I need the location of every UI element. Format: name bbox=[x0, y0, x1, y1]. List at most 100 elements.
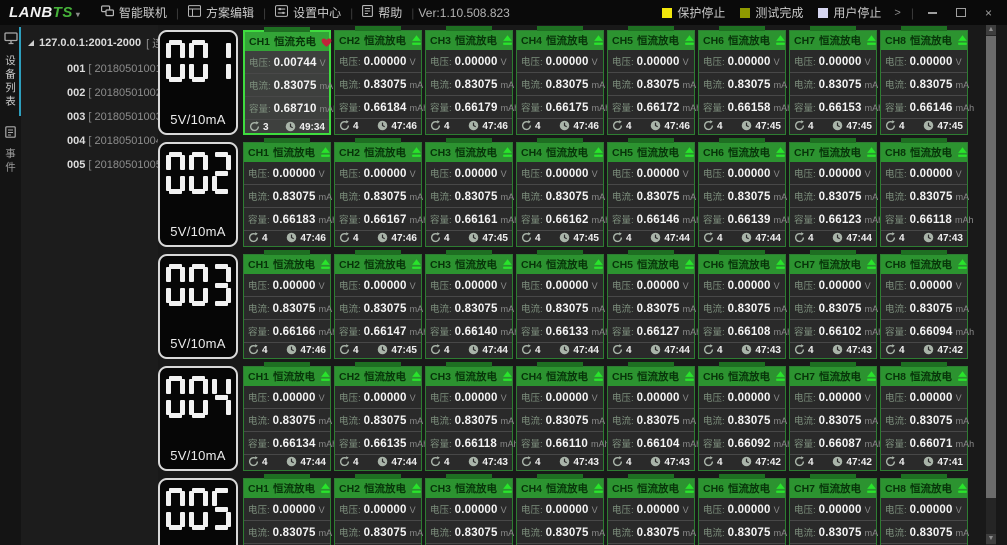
tree-device-node[interactable]: 004 [ 20180501004,v8.3 ] bbox=[21, 123, 158, 147]
menu-item[interactable]: 智能联机 bbox=[92, 4, 176, 21]
channel-card[interactable]: CH3 恒流放电 电压: 0.00000 V 电流: 0.83075 mA 容量… bbox=[425, 366, 519, 471]
voltage-row: 电压: 0.00000 V bbox=[881, 50, 967, 73]
loop-count-value: 4 bbox=[535, 233, 541, 244]
loop-count-icon bbox=[612, 455, 623, 470]
channel-name: CH8 bbox=[885, 482, 907, 495]
current-value: 0.83075 bbox=[545, 303, 589, 315]
device-panel[interactable]: 5V/10mA bbox=[158, 142, 238, 247]
channel-mode-label: 恒流放电 bbox=[910, 483, 953, 495]
device-panel[interactable]: 5V/10mA bbox=[158, 30, 238, 135]
channel-card[interactable]: CH7 恒流放电 电压: 0.00000 V 电流: 0.83075 mA 容量… bbox=[789, 142, 883, 247]
capacity-row: 容量: 0.66175 mAh bbox=[517, 96, 610, 119]
capacity-value: 0.68710 bbox=[273, 103, 317, 115]
channel-card[interactable]: CH6 恒流放电 电压: 0.00000 V 电流: 0.83075 mA 容量… bbox=[698, 30, 792, 135]
menu-item[interactable]: 方案编辑 bbox=[179, 4, 263, 21]
scroll-up-button[interactable]: ▲ bbox=[986, 25, 996, 35]
channel-card[interactable]: CH1 恒流放电 电压: 0.00000 V 电流: 0.83075 mA 容量… bbox=[243, 478, 332, 545]
voltage-unit: V bbox=[409, 57, 416, 67]
channel-card[interactable]: CH7 恒流放电 电压: 0.00000 V 电流: 0.83075 mA 容量… bbox=[789, 30, 883, 135]
channel-card[interactable]: CH4 恒流放电 电压: 0.00000 V 电流: 0.83075 mA 容量… bbox=[516, 478, 605, 545]
channel-card[interactable]: CH3 恒流放电 电压: 0.00000 V 电流: 0.83075 mA 容量… bbox=[425, 254, 519, 359]
voltage-row: 电压: 0.00000 V bbox=[517, 274, 603, 297]
channel-card-footer: 4 47:45 bbox=[517, 231, 603, 246]
channel-card[interactable]: CH3 恒流放电 电压: 0.00000 V 电流: 0.83075 mA 容量… bbox=[425, 142, 519, 247]
device-panel[interactable]: 5V/10mA bbox=[158, 254, 238, 359]
capacity-value: 0.66153 bbox=[818, 102, 862, 114]
channel-card[interactable]: CH7 恒流放电 电压: 0.00000 V 电流: 0.83075 mA 容量… bbox=[789, 254, 883, 359]
voltage-unit: V bbox=[682, 505, 689, 515]
tree-device-node[interactable]: 003 [ 20180501003,v8.3 ] bbox=[21, 99, 158, 123]
legend-expand-chevron[interactable]: > bbox=[894, 6, 901, 19]
channel-card[interactable]: CH8 恒流放电 电压: 0.00000 V 电流: 0.83075 mA 容量… bbox=[880, 142, 974, 247]
channel-card[interactable]: CH6 恒流放电 电压: 0.00000 V 电流: 0.83075 mA 容量… bbox=[698, 254, 792, 359]
close-button[interactable]: × bbox=[984, 5, 992, 20]
version-label: Ver:1.10.508.823 bbox=[418, 5, 510, 20]
channel-card[interactable]: CH7 恒流放电 电压: 0.00000 V 电流: 0.83075 mA 容量… bbox=[789, 366, 883, 471]
current-value: 0.83075 bbox=[363, 303, 407, 315]
channel-card[interactable]: CH1 恒流放电 电压: 0.00000 V 电流: 0.83075 mA 容量… bbox=[243, 142, 337, 247]
menu-item[interactable]: 设置中心 bbox=[266, 4, 350, 21]
voltage-row: 电压: 0.00000 V bbox=[426, 162, 512, 185]
settings-icon bbox=[275, 5, 289, 20]
current-value: 0.83075 bbox=[545, 79, 589, 91]
channel-card[interactable]: CH8 恒流放电 电压: 0.00000 V 电流: 0.83075 mA 容量… bbox=[880, 254, 974, 359]
channel-card[interactable]: CH2 恒流放电 电压: 0.00000 V 电流: 0.83075 mA 容量… bbox=[334, 30, 428, 135]
channel-card[interactable]: CH4 恒流放电 电压: 0.00000 V 电流: 0.83075 mA 容量… bbox=[516, 254, 610, 359]
scrollbar-thumb[interactable] bbox=[986, 36, 996, 498]
channel-card[interactable]: CH6 恒流放电 电压: 0.00000 V 电流: 0.83075 mA 容量… bbox=[698, 142, 792, 247]
scroll-down-button[interactable]: ▼ bbox=[986, 534, 996, 544]
channel-card[interactable]: CH8 恒流放电 电压: 0.00000 V 电流: 0.83075 mA 容量… bbox=[880, 478, 969, 545]
channel-card[interactable]: CH3 恒流放电 电压: 0.00000 V 电流: 0.83075 mA 容量… bbox=[425, 30, 519, 135]
capacity-unit: mAh bbox=[318, 439, 338, 449]
elapsed-time-value: 47:45 bbox=[755, 121, 781, 132]
minimize-button[interactable] bbox=[927, 11, 937, 14]
tree-device-node[interactable]: 002 [ 20180501002,v8.3 ] bbox=[21, 75, 158, 99]
current-label: 电流: bbox=[703, 416, 725, 427]
tree-root-node[interactable]: 127.0.0.1:2001-2000 [ 连接设 bbox=[21, 25, 158, 51]
app-logo[interactable]: LANB TS ▾ bbox=[9, 4, 80, 21]
voltage-row: 电压: 0.00000 V bbox=[517, 50, 603, 73]
menu-item[interactable]: 帮助 bbox=[353, 4, 411, 21]
channel-card[interactable]: CH5 恒流放电 电压: 0.00000 V 电流: 0.83075 mA 容量… bbox=[607, 254, 701, 359]
status-legend-item[interactable]: 保护停止 bbox=[662, 4, 725, 21]
channel-card[interactable]: CH5 恒流放电 电压: 0.00000 V 电流: 0.83075 mA 容量… bbox=[607, 478, 696, 545]
device-panel[interactable]: 5V/10mA bbox=[158, 478, 238, 545]
restore-button[interactable] bbox=[955, 8, 966, 17]
channel-card[interactable]: CH8 恒流放电 电压: 0.00000 V 电流: 0.83075 mA 容量… bbox=[880, 30, 974, 135]
side-tab[interactable]: 事件 bbox=[0, 118, 21, 184]
channel-card[interactable]: CH2 恒流放电 电压: 0.00000 V 电流: 0.83075 mA 容量… bbox=[334, 254, 428, 359]
status-legend-item[interactable]: 测试完成 bbox=[740, 4, 803, 21]
channel-card[interactable]: CH1 恒流放电 电压: 0.00000 V 电流: 0.83075 mA 容量… bbox=[243, 254, 337, 359]
channel-card[interactable]: CH4 恒流放电 电压: 0.00000 V 电流: 0.83075 mA 容量… bbox=[516, 30, 610, 135]
side-tab[interactable]: 设备列表 bbox=[0, 25, 21, 118]
channel-card[interactable]: CH5 恒流放电 电压: 0.00000 V 电流: 0.83075 mA 容量… bbox=[607, 366, 701, 471]
vertical-scrollbar[interactable]: ▲ ▼ bbox=[986, 25, 996, 545]
channel-card[interactable]: CH2 恒流放电 电压: 0.00000 V 电流: 0.83075 mA 容量… bbox=[334, 142, 428, 247]
voltage-unit: V bbox=[591, 505, 598, 515]
loop-count-icon bbox=[885, 119, 896, 134]
channel-card[interactable]: CH2 恒流放电 电压: 0.00000 V 电流: 0.83075 mA 容量… bbox=[334, 478, 423, 545]
channel-card[interactable]: CH1 恒流放电 电压: 0.00000 V 电流: 0.83075 mA 容量… bbox=[243, 366, 337, 471]
channel-card[interactable]: CH2 恒流放电 电压: 0.00000 V 电流: 0.83075 mA 容量… bbox=[334, 366, 428, 471]
status-legend-item[interactable]: 用户停止 bbox=[818, 4, 881, 21]
channel-card[interactable]: CH5 恒流放电 电压: 0.00000 V 电流: 0.83075 mA 容量… bbox=[607, 30, 701, 135]
voltage-value: 0.00000 bbox=[363, 56, 407, 68]
channel-card[interactable]: CH4 恒流放电 电压: 0.00000 V 电流: 0.83075 mA 容量… bbox=[516, 366, 610, 471]
loop-count-icon bbox=[794, 343, 805, 358]
channel-card[interactable]: CH3 恒流放电 电压: 0.00000 V 电流: 0.83075 mA 容量… bbox=[425, 478, 514, 545]
device-panel[interactable]: 5V/10mA bbox=[158, 366, 238, 471]
channel-card[interactable]: CH6 恒流放电 电压: 0.00000 V 电流: 0.83075 mA 容量… bbox=[698, 478, 787, 545]
channel-card[interactable]: CH4 恒流放电 电压: 0.00000 V 电流: 0.83075 mA 容量… bbox=[516, 142, 610, 247]
tree-device-node[interactable]: 001 [ 20180501001,v8.3 ] bbox=[21, 51, 158, 75]
channel-card[interactable]: CH1 恒流充电 电压: 0.00744 V 电流: 0.83075 mA 容量… bbox=[243, 30, 338, 135]
current-label: 电流: bbox=[339, 528, 361, 539]
current-row: 电流: 0.83075 mA bbox=[335, 73, 423, 96]
elapsed-time-value: 47:45 bbox=[937, 121, 963, 132]
channel-card[interactable]: CH8 恒流放电 电压: 0.00000 V 电流: 0.83075 mA 容量… bbox=[880, 366, 974, 471]
channel-card[interactable]: CH7 恒流放电 电压: 0.00000 V 电流: 0.83075 mA 容量… bbox=[789, 478, 878, 545]
channel-card[interactable]: CH6 恒流放电 电压: 0.00000 V 电流: 0.83075 mA 容量… bbox=[698, 366, 792, 471]
channel-mode-label: 恒流放电 bbox=[728, 147, 771, 159]
current-unit: mA bbox=[864, 192, 879, 202]
channel-card[interactable]: CH5 恒流放电 电压: 0.00000 V 电流: 0.83075 mA 容量… bbox=[607, 142, 701, 247]
